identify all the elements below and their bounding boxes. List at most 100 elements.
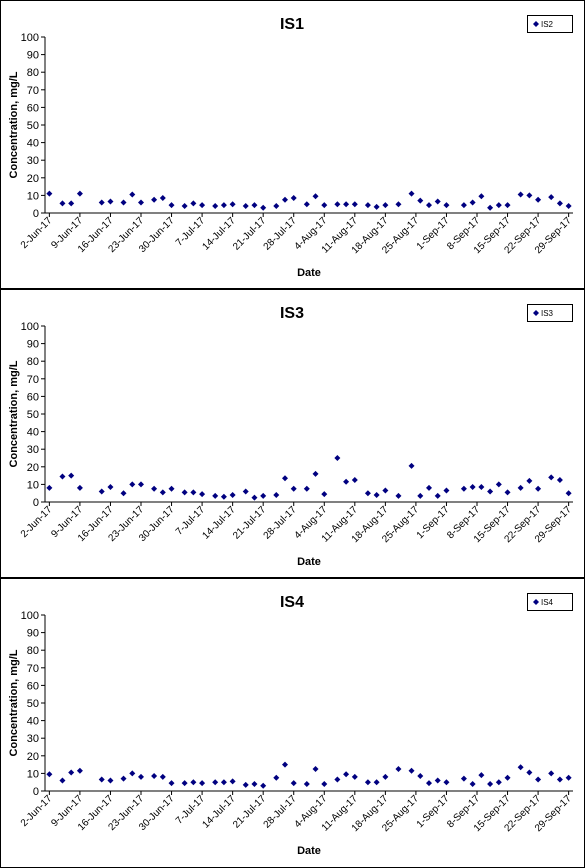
y-tick-label: 70: [27, 374, 39, 386]
data-point: [199, 780, 206, 787]
data-point: [290, 780, 297, 787]
data-point: [443, 202, 450, 209]
y-axis-label: Concentration, mg/L: [8, 360, 20, 467]
data-point: [107, 777, 114, 784]
data-point: [351, 773, 358, 780]
data-point: [120, 199, 127, 206]
y-tick-label: 100: [21, 610, 39, 622]
y-tick-label: 60: [27, 680, 39, 692]
data-point: [260, 492, 267, 499]
data-point: [312, 470, 319, 477]
data-point: [556, 477, 563, 483]
y-tick-label: 50: [27, 120, 39, 132]
data-point: [408, 462, 415, 469]
data-point: [504, 774, 511, 781]
y-tick-label: 90: [27, 628, 39, 640]
data-point: [220, 779, 227, 786]
data-point: [535, 776, 542, 783]
y-tick-label: 0: [33, 208, 39, 220]
data-point: [373, 491, 380, 498]
data-point: [159, 773, 166, 780]
y-tick-label: 40: [27, 716, 39, 728]
data-point: [151, 773, 158, 780]
data-point: [434, 777, 441, 784]
y-tick-label: 80: [27, 645, 39, 657]
data-point: [46, 484, 53, 491]
data-point: [190, 200, 197, 207]
data-point: [469, 484, 476, 491]
data-point: [220, 202, 227, 209]
data-point: [273, 202, 280, 209]
data-point: [229, 778, 236, 785]
data-point: [548, 770, 555, 777]
y-tick-label: 20: [27, 173, 39, 185]
data-point: [190, 779, 197, 786]
data-point: [129, 191, 136, 198]
data-point: [138, 199, 144, 206]
data-point: [426, 484, 432, 491]
legend-label: IS3: [541, 309, 554, 318]
data-point: [138, 773, 144, 780]
data-point: [434, 492, 441, 499]
data-point: [303, 780, 310, 787]
y-tick-label: 100: [21, 32, 39, 44]
data-point: [98, 488, 105, 495]
data-point: [59, 200, 66, 207]
data-point: [68, 200, 75, 207]
data-point: [364, 779, 371, 786]
data-point: [395, 766, 402, 772]
data-point: [469, 199, 476, 206]
data-point: [151, 485, 158, 492]
data-point: [199, 202, 206, 209]
panel-frame: [0, 289, 585, 578]
data-point: [535, 196, 542, 203]
data-point: [59, 473, 66, 480]
y-tick-label: 30: [27, 444, 39, 456]
data-point: [76, 484, 83, 491]
data-point: [46, 190, 53, 197]
data-point: [242, 202, 249, 209]
data-point: [382, 202, 389, 209]
data-point: [417, 773, 424, 780]
legend-marker: [533, 310, 539, 316]
y-tick-label: 20: [27, 751, 39, 763]
data-point: [120, 490, 127, 497]
legend-label: IS2: [541, 20, 554, 29]
data-point: [303, 201, 310, 208]
data-point: [565, 202, 572, 209]
data-point: [373, 203, 380, 210]
data-point: [59, 777, 66, 784]
y-axis-label: Concentration, mg/L: [8, 71, 20, 178]
data-point: [321, 780, 328, 787]
data-point: [76, 767, 83, 774]
data-point: [212, 779, 219, 786]
data-point: [408, 190, 415, 197]
data-point: [199, 491, 206, 498]
x-axis-label: Date: [297, 267, 321, 279]
data-point: [517, 484, 524, 491]
data-point: [229, 491, 236, 498]
data-point: [68, 472, 75, 479]
data-point: [46, 771, 53, 778]
y-tick-label: 0: [33, 786, 39, 798]
legend-marker: [533, 21, 539, 27]
data-point: [364, 202, 371, 209]
data-point: [260, 204, 267, 211]
data-point: [443, 487, 450, 494]
data-point: [343, 771, 350, 778]
y-tick-label: 40: [27, 138, 39, 150]
data-point: [334, 201, 341, 208]
data-point: [159, 489, 166, 496]
data-point: [460, 202, 467, 209]
data-point: [334, 455, 341, 461]
data-point: [548, 194, 555, 201]
data-point: [321, 491, 328, 498]
data-point: [526, 769, 533, 776]
y-tick-label: 30: [27, 733, 39, 745]
y-tick-label: 50: [27, 698, 39, 710]
data-point: [251, 494, 258, 501]
y-tick-label: 70: [27, 663, 39, 675]
legend-box: [527, 15, 573, 33]
panel-frame: [0, 0, 585, 289]
x-axis-label: Date: [297, 556, 321, 568]
